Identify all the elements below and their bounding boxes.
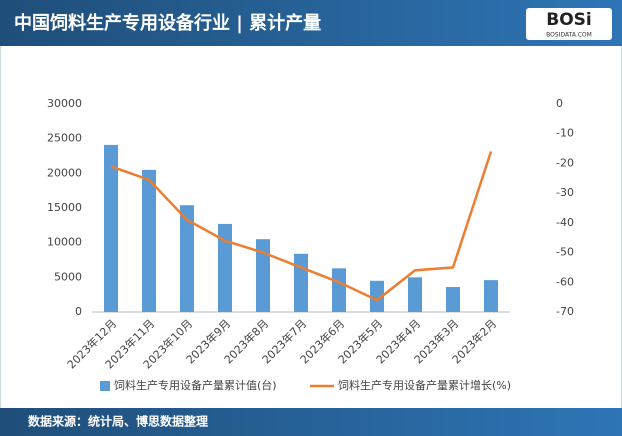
- y2-tick-label: -40: [556, 216, 574, 229]
- bar: [294, 253, 308, 312]
- y2-tick-label: 0: [556, 97, 563, 110]
- chart-title: 中国饲料生产专用设备行业 | 累计产量: [14, 12, 321, 34]
- y-tick-label: 20000: [47, 166, 82, 179]
- y-tick-label: 10000: [47, 236, 82, 249]
- legend-label: 饲料生产专用设备产量累计增长(%): [338, 378, 511, 392]
- bar: [408, 277, 422, 312]
- y-tick-label: 15000: [47, 201, 82, 214]
- bar: [218, 223, 232, 312]
- header: [0, 0, 622, 46]
- y2-tick-label: -70: [556, 305, 574, 318]
- y-tick-label: 30000: [47, 97, 82, 110]
- bar: [332, 268, 346, 312]
- bar: [142, 169, 156, 312]
- y-tick-label: 5000: [54, 270, 82, 283]
- y-tick-label: 25000: [47, 132, 82, 145]
- legend-swatch: [100, 381, 110, 391]
- y2-tick-label: -30: [556, 186, 574, 199]
- line: [110, 151, 493, 302]
- y2-tick-label: -20: [556, 156, 574, 169]
- bar: [180, 205, 194, 312]
- y2-tick-label: -10: [556, 127, 574, 140]
- source: 数据来源：统计局、博思数据整理: [28, 414, 208, 429]
- logo-text: BOSi: [546, 10, 591, 30]
- logo-sub: BOSIDATA.COM: [546, 32, 592, 39]
- y-tick-label: 0: [75, 305, 82, 318]
- y2-tick-label: -50: [556, 246, 574, 259]
- logo-box: [526, 8, 612, 40]
- footer: [0, 408, 622, 436]
- legend-label: 饲料生产专用设备产量累计值(台): [114, 378, 277, 392]
- bar: [370, 280, 384, 312]
- bar: [446, 287, 460, 312]
- bar: [256, 239, 270, 312]
- bar: [104, 144, 118, 312]
- bar: [484, 280, 498, 312]
- y2-tick-label: -60: [556, 275, 574, 288]
